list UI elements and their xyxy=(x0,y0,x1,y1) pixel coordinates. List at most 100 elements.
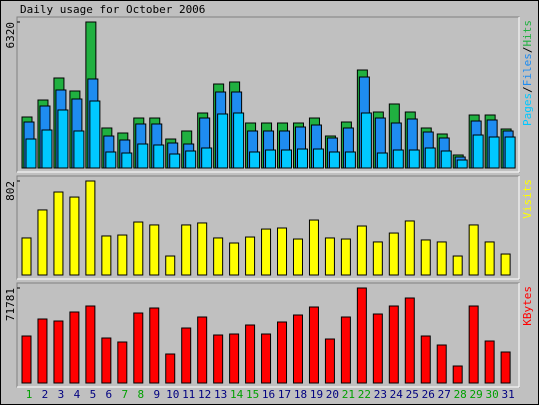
bar xyxy=(484,241,495,276)
bar xyxy=(117,234,128,276)
bar xyxy=(21,237,32,276)
x-tick-label: 11 xyxy=(182,388,195,401)
bar xyxy=(217,113,229,169)
bar xyxy=(500,351,511,384)
legend-entry: Files xyxy=(521,53,534,86)
bar xyxy=(181,224,192,276)
bar xyxy=(197,316,208,384)
bar xyxy=(340,316,351,384)
bar xyxy=(69,196,80,276)
x-tick-label: 12 xyxy=(198,388,211,401)
bar xyxy=(420,335,431,384)
x-tick-label: 3 xyxy=(58,388,65,401)
legend-entry: Visits xyxy=(521,179,534,219)
bar xyxy=(133,312,144,384)
bar xyxy=(37,318,48,384)
bar xyxy=(392,149,404,169)
bar xyxy=(101,337,112,384)
bar xyxy=(229,333,240,384)
x-tick-label: 7 xyxy=(122,388,129,401)
bar xyxy=(277,227,288,276)
x-tick-label: 10 xyxy=(166,388,179,401)
bar xyxy=(312,148,324,169)
legend: KBytes xyxy=(521,286,534,326)
bar xyxy=(101,235,112,276)
x-tick-label: 14 xyxy=(230,388,244,401)
bar xyxy=(468,224,479,276)
bar xyxy=(468,305,479,384)
chart-title: Daily usage for October 2006 xyxy=(20,3,205,16)
x-tick-label: 8 xyxy=(137,388,144,401)
x-tick-label: 4 xyxy=(74,388,81,401)
bar xyxy=(261,333,272,384)
bar xyxy=(133,221,144,276)
bar xyxy=(372,313,383,384)
bar xyxy=(281,149,293,169)
bar xyxy=(105,151,117,169)
bar xyxy=(308,219,319,276)
legend-entry: Pages xyxy=(521,93,534,126)
x-tick-label: 26 xyxy=(422,388,435,401)
bar xyxy=(504,136,516,169)
legend: Pages/Files/Hits xyxy=(521,20,534,126)
bar xyxy=(404,220,415,276)
bar xyxy=(452,365,463,384)
x-tick-label: 9 xyxy=(153,388,160,401)
bar xyxy=(213,334,224,384)
bar xyxy=(404,297,415,384)
bar xyxy=(89,100,101,169)
bar xyxy=(308,306,319,384)
y-tick-label: 802 xyxy=(4,181,17,201)
legend-entry: Hits xyxy=(521,20,534,47)
legend-separator: / xyxy=(521,47,534,54)
bar xyxy=(245,236,256,276)
bar xyxy=(197,222,208,276)
bar xyxy=(372,241,383,276)
bar xyxy=(73,130,85,169)
bar xyxy=(149,224,160,276)
bar xyxy=(85,305,96,384)
bar xyxy=(340,238,351,276)
bar xyxy=(69,311,80,384)
bar xyxy=(149,307,160,384)
bar xyxy=(388,232,399,276)
bar xyxy=(277,321,288,384)
x-tick-label: 18 xyxy=(294,388,307,401)
bar xyxy=(344,151,356,169)
y-tick-label: 71781 xyxy=(4,288,17,321)
bar xyxy=(456,159,468,169)
bar xyxy=(360,112,372,169)
bar xyxy=(117,341,128,384)
x-tick-label: 13 xyxy=(214,388,227,401)
bar xyxy=(324,237,335,276)
bar xyxy=(388,305,399,384)
x-tick-label: 2 xyxy=(42,388,49,401)
y-tick-label: 6320 xyxy=(4,22,17,49)
bar xyxy=(21,335,32,384)
legend-separator: / xyxy=(521,86,534,93)
bar xyxy=(472,134,484,169)
bar xyxy=(324,338,335,384)
bar xyxy=(261,228,272,276)
bar xyxy=(484,340,495,384)
bar xyxy=(37,209,48,276)
bar xyxy=(436,344,447,384)
bar xyxy=(137,143,149,169)
x-tick-label: 17 xyxy=(278,388,291,401)
x-tick-label: 19 xyxy=(310,388,323,401)
x-tick-label: 5 xyxy=(90,388,97,401)
bar xyxy=(265,149,277,169)
bar xyxy=(121,152,133,169)
bar xyxy=(249,151,261,169)
x-tick-label: 23 xyxy=(374,388,387,401)
x-tick-label: 21 xyxy=(342,388,355,401)
bar xyxy=(292,238,303,276)
bar xyxy=(296,148,308,169)
bar xyxy=(153,144,165,169)
bar xyxy=(376,152,388,169)
bar xyxy=(57,109,69,169)
bar xyxy=(440,150,452,169)
bar xyxy=(169,153,181,169)
bar xyxy=(53,191,64,276)
